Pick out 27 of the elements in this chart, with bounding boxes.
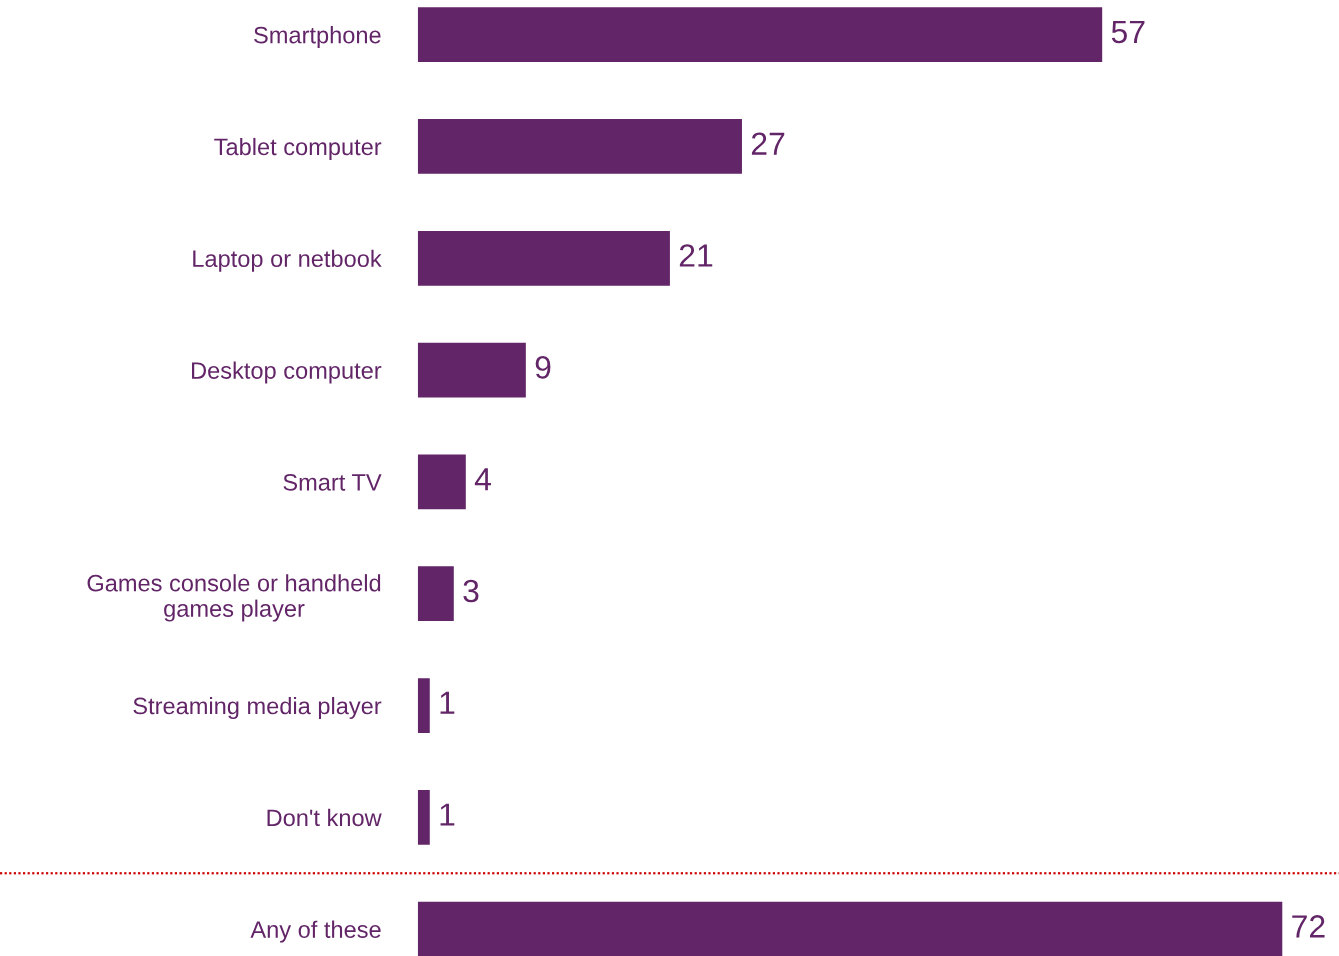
bar [417, 119, 742, 174]
bar [417, 789, 430, 845]
bar [417, 901, 1283, 956]
data-label: 9 [535, 356, 551, 379]
y-tick-label: Don't know [267, 808, 382, 827]
data-label: 1 [440, 691, 455, 714]
data-label: 1 [440, 803, 455, 826]
bar [417, 230, 670, 286]
bar [417, 566, 454, 622]
data-label: 4 [474, 468, 491, 491]
data-label: 27 [751, 132, 785, 155]
y-tick-label: Smartphone [254, 26, 381, 49]
y-tick-label: Any of these [250, 920, 381, 943]
y-tick-label: Laptop or netbook [193, 249, 382, 272]
y-tick-label: Tablet computer [214, 137, 382, 160]
bar [417, 678, 430, 733]
data-label: 57 [1111, 20, 1145, 44]
y-tick-label: Smart TV [283, 473, 382, 491]
data-label: 72 [1292, 915, 1325, 938]
bar [417, 342, 526, 398]
bar [417, 7, 1103, 63]
y-tick-label: Streaming media player [133, 696, 382, 719]
bar [417, 454, 466, 510]
y-tick-label: Desktop computer [192, 361, 382, 384]
data-label: 21 [679, 244, 713, 267]
y-tick-label: Games console or handheld games player [87, 574, 381, 622]
data-label: 3 [463, 579, 479, 603]
